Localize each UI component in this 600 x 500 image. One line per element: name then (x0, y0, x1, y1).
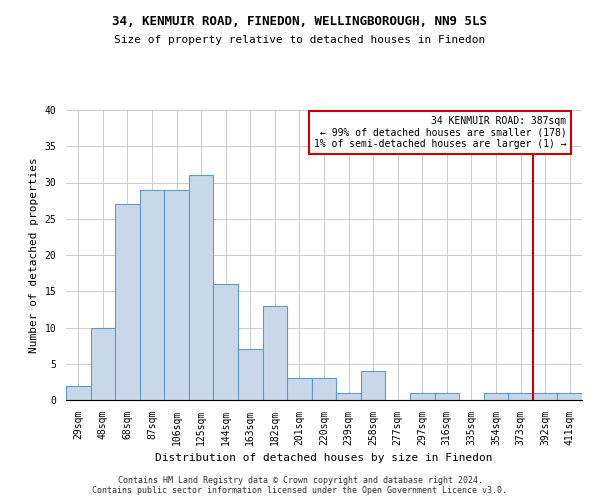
Bar (410, 393, 434, 400)
Bar (189, 176, 214, 400)
Bar (140, 190, 164, 400)
Bar (533, 393, 557, 400)
Bar (508, 393, 533, 400)
Text: 34, KENMUIR ROAD, FINEDON, WELLINGBOROUGH, NN9 5LS: 34, KENMUIR ROAD, FINEDON, WELLINGBOROUG… (113, 15, 487, 28)
Text: 34 KENMUIR ROAD: 387sqm
← 99% of detached houses are smaller (178)
1% of semi-de: 34 KENMUIR ROAD: 387sqm ← 99% of detache… (314, 116, 566, 149)
Bar (361, 371, 385, 400)
Bar (238, 349, 263, 400)
Bar (91, 328, 115, 400)
Bar (115, 204, 140, 400)
Bar (287, 378, 312, 400)
Y-axis label: Number of detached properties: Number of detached properties (29, 157, 39, 353)
X-axis label: Distribution of detached houses by size in Finedon: Distribution of detached houses by size … (155, 454, 493, 464)
Bar (336, 393, 361, 400)
Bar (214, 284, 238, 400)
Bar (484, 393, 508, 400)
Bar (312, 378, 336, 400)
Bar (434, 393, 459, 400)
Text: Contains HM Land Registry data © Crown copyright and database right 2024.
Contai: Contains HM Land Registry data © Crown c… (92, 476, 508, 495)
Bar (557, 393, 582, 400)
Bar (66, 386, 91, 400)
Bar (263, 306, 287, 400)
Text: Size of property relative to detached houses in Finedon: Size of property relative to detached ho… (115, 35, 485, 45)
Bar (164, 190, 189, 400)
